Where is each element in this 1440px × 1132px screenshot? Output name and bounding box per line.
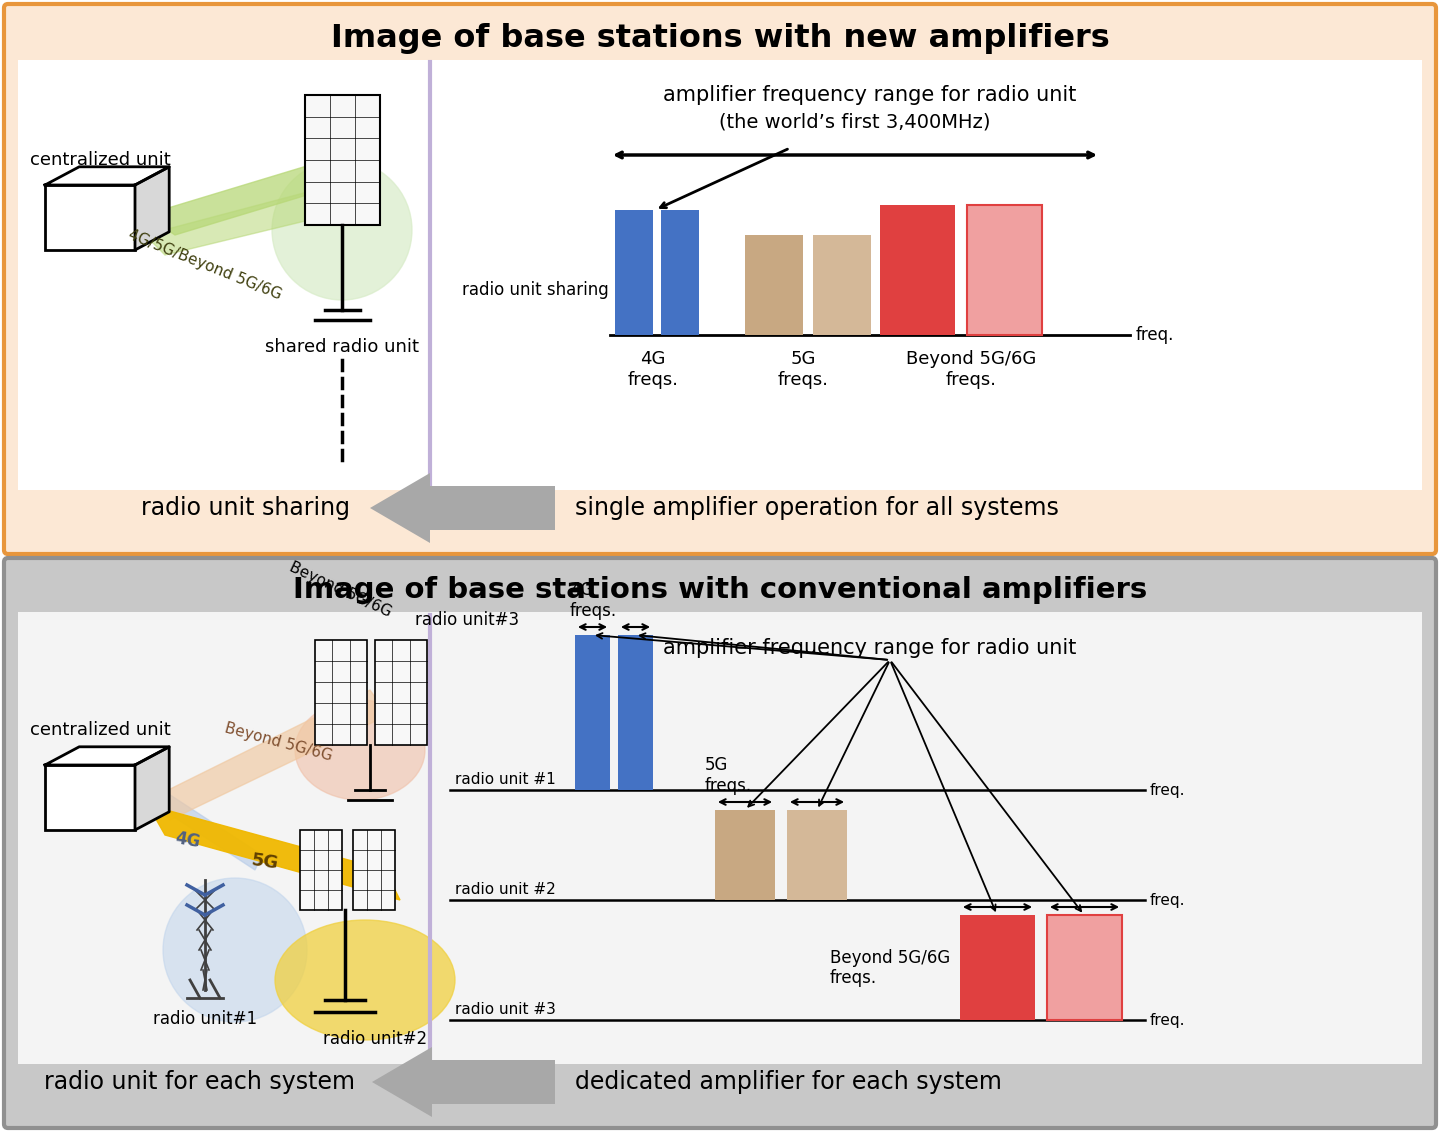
Polygon shape <box>145 165 340 235</box>
Circle shape <box>272 160 412 300</box>
Text: (the world’s first 3,400MHz): (the world’s first 3,400MHz) <box>719 112 991 131</box>
Bar <box>968 205 1043 335</box>
Polygon shape <box>45 747 170 765</box>
Circle shape <box>163 878 307 1022</box>
Bar <box>45 185 135 250</box>
Text: freq.: freq. <box>1151 782 1185 798</box>
Polygon shape <box>148 691 387 820</box>
Text: radio unit #1: radio unit #1 <box>455 772 556 787</box>
Bar <box>315 640 367 745</box>
Polygon shape <box>45 166 170 185</box>
Bar <box>300 830 343 910</box>
Text: Beyond 5G/6G
freqs.: Beyond 5G/6G freqs. <box>829 949 950 987</box>
Text: radio unit#1: radio unit#1 <box>153 1010 258 1028</box>
Text: amplifier frequency range for radio unit: amplifier frequency range for radio unit <box>664 638 1077 658</box>
Text: 4G
freqs.: 4G freqs. <box>570 581 618 620</box>
Text: Image of base stations with new amplifiers: Image of base stations with new amplifie… <box>331 23 1109 53</box>
Bar <box>45 765 135 830</box>
Text: radio unit for each system: radio unit for each system <box>45 1070 356 1094</box>
Text: 4G: 4G <box>174 829 202 851</box>
Text: radio unit#2: radio unit#2 <box>323 1030 428 1048</box>
Text: amplifier frequency range for radio unit: amplifier frequency range for radio unit <box>664 85 1077 105</box>
Text: 4G
freqs.: 4G freqs. <box>628 350 678 388</box>
Ellipse shape <box>295 700 425 800</box>
Bar <box>880 205 955 335</box>
Bar <box>618 635 652 790</box>
Text: single amplifier operation for all systems: single amplifier operation for all syste… <box>575 496 1058 520</box>
Bar <box>814 235 871 335</box>
Polygon shape <box>372 1047 554 1117</box>
Bar <box>305 95 380 225</box>
Bar <box>1047 915 1122 1020</box>
Bar <box>744 235 804 335</box>
Polygon shape <box>135 166 170 250</box>
Text: radio unit sharing: radio unit sharing <box>462 281 609 299</box>
Text: freq.: freq. <box>1151 1012 1185 1028</box>
Polygon shape <box>145 190 330 255</box>
Text: Image of base stations with conventional amplifiers: Image of base stations with conventional… <box>292 576 1148 604</box>
Ellipse shape <box>275 920 455 1040</box>
Bar <box>716 811 775 900</box>
Text: dedicated amplifier for each system: dedicated amplifier for each system <box>575 1070 1002 1094</box>
Bar <box>661 211 698 335</box>
Bar <box>788 811 847 900</box>
FancyBboxPatch shape <box>4 5 1436 554</box>
Bar <box>353 830 395 910</box>
Text: radio unit #2: radio unit #2 <box>455 882 556 897</box>
Text: freq.: freq. <box>1136 326 1175 344</box>
Bar <box>17 60 1423 490</box>
Text: centralized unit: centralized unit <box>30 721 171 739</box>
Polygon shape <box>370 473 554 543</box>
Text: centralized unit: centralized unit <box>30 151 171 169</box>
Text: shared radio unit: shared radio unit <box>265 338 419 355</box>
Polygon shape <box>148 805 400 900</box>
Bar <box>575 635 611 790</box>
Text: 5G
freqs.: 5G freqs. <box>778 350 828 388</box>
Text: freq.: freq. <box>1151 892 1185 908</box>
Text: radio unit #3: radio unit #3 <box>455 1002 556 1017</box>
Text: 5G
freqs.: 5G freqs. <box>706 756 752 795</box>
Text: radio unit sharing: radio unit sharing <box>141 496 350 520</box>
Text: Beyond 5G/6G: Beyond 5G/6G <box>223 720 334 764</box>
FancyBboxPatch shape <box>4 558 1436 1127</box>
Bar <box>17 612 1423 1064</box>
Text: Beyond 5G/6G: Beyond 5G/6G <box>287 559 393 620</box>
Bar <box>960 915 1035 1020</box>
Text: 5G: 5G <box>251 851 279 873</box>
Text: radio unit#3: radio unit#3 <box>415 611 520 629</box>
Polygon shape <box>148 784 262 871</box>
Text: 4G/5G/Beyond 5G/6G: 4G/5G/Beyond 5G/6G <box>127 228 284 302</box>
Bar <box>374 640 428 745</box>
Polygon shape <box>135 747 170 830</box>
Bar <box>615 211 652 335</box>
Text: Beyond 5G/6G
freqs.: Beyond 5G/6G freqs. <box>906 350 1037 388</box>
